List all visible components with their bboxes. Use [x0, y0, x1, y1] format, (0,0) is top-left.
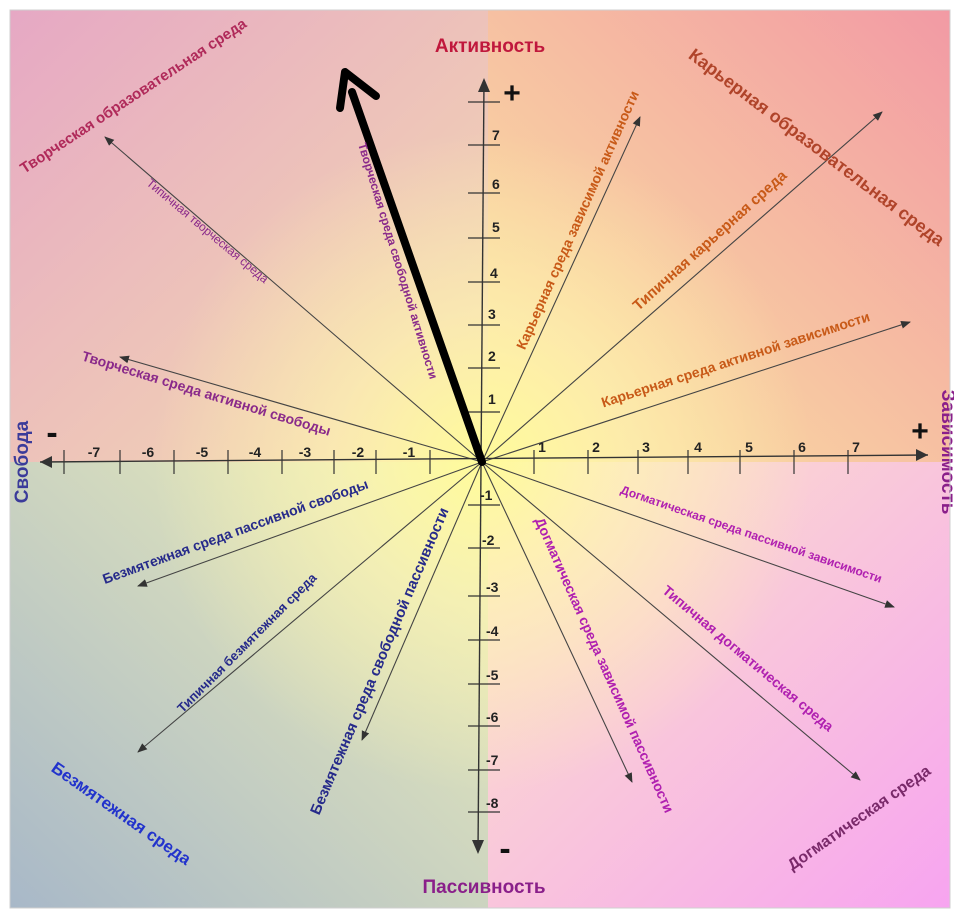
ray-serene-typical [137, 461, 483, 753]
y-tick-label: 7 [492, 127, 500, 143]
y-axis-line [477, 79, 485, 853]
y-tick-label: 5 [492, 219, 500, 235]
y-axis-arrow-bottom [472, 840, 484, 854]
main-arrow-shaft [348, 88, 486, 466]
y-tick-label: -1 [480, 487, 493, 503]
x-tick-label: 1 [538, 439, 546, 455]
ray-dogmatic-dependent-passivity [481, 461, 633, 783]
axis-title-left: Свобода [12, 420, 33, 503]
x-tick-label: 2 [592, 439, 600, 455]
y-tick-label: 1 [488, 391, 496, 407]
ray-dogmatic-passive-dependence [481, 461, 895, 608]
y-axis-arrow-top [478, 78, 490, 92]
ray-creative-active-freedom [119, 355, 483, 463]
ray-dogmatic-typical [481, 461, 861, 781]
x-tick-label: -2 [352, 444, 365, 460]
ray-career-dependent-activity [481, 116, 641, 463]
x-tick-label: -1 [403, 444, 416, 460]
ray-serene-free-passivity [361, 461, 483, 741]
tick-marks [63, 101, 849, 813]
main-arrow-head [336, 68, 380, 112]
y-tick-label: -2 [482, 532, 495, 548]
x-axis-arrow-left [40, 456, 52, 468]
y-tick-label: -4 [486, 623, 499, 639]
x-tick-label: -4 [249, 444, 262, 460]
rays [104, 111, 911, 783]
x-tick-labels: -7 -6 -5 -4 -3 -2 -1 1 2 3 4 5 6 7 [88, 439, 860, 460]
ray-career-typical [481, 111, 883, 463]
axis-title-top: Активность [435, 36, 545, 57]
y-tick-label: -5 [486, 667, 499, 683]
y-tick-label: -8 [486, 795, 499, 811]
x-tick-label: -3 [299, 444, 312, 460]
y-tick-label: -6 [486, 709, 499, 725]
y-tick-labels: 1 2 3 4 5 6 7 -1 -2 -3 -4 -5 -6 -7 -8 [480, 127, 500, 811]
y-tick-label: 6 [492, 176, 500, 192]
x-tick-label: 7 [852, 439, 860, 455]
sign-plus-top: + [503, 77, 521, 110]
y-tick-label: 3 [488, 306, 496, 322]
x-tick-label: -7 [88, 444, 101, 460]
sign-marks: + + - - [46, 77, 928, 868]
x-tick-label: 4 [694, 439, 702, 455]
x-tick-label: 3 [642, 439, 650, 455]
y-tick-label: -7 [486, 752, 499, 768]
y-tick-label: 4 [490, 265, 498, 281]
ray-serene-passive-freedom [137, 461, 483, 587]
axis-title-bottom: Пассивность [422, 877, 545, 898]
y-tick-label: 2 [488, 348, 496, 364]
sign-minus-left: - [46, 414, 57, 452]
x-tick-label: -5 [196, 444, 209, 460]
y-tick-label: -3 [486, 579, 499, 595]
axis-title-right: Зависимость [937, 390, 954, 515]
x-tick-label: -6 [142, 444, 155, 460]
x-tick-label: 5 [745, 439, 753, 455]
sign-plus-right: + [911, 415, 929, 448]
ray-creative-typical [104, 136, 483, 463]
ray-career-active-dependence [481, 321, 911, 463]
diagram-frame [9, 9, 951, 909]
sign-minus-bottom: - [499, 830, 510, 868]
x-tick-label: 6 [798, 439, 806, 455]
x-axis-arrow-right [916, 449, 928, 461]
